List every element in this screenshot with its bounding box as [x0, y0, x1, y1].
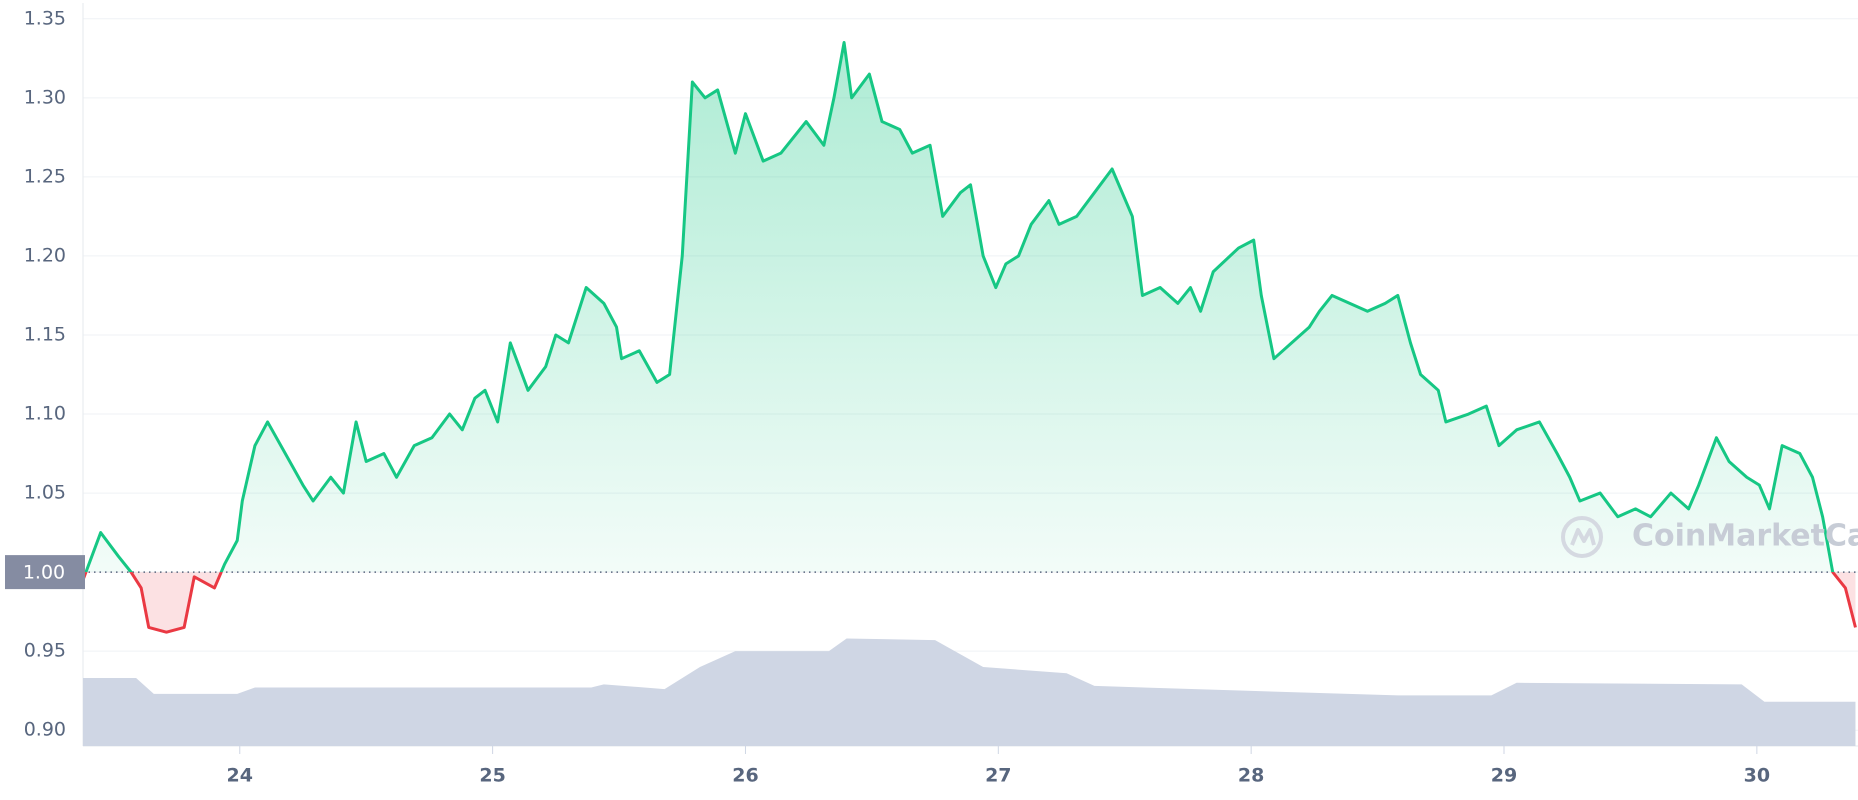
- baseline-label: 1.00: [23, 562, 65, 584]
- watermark: CoinMarketCap: [1632, 519, 1858, 554]
- y-tick-label: 0.95: [24, 640, 66, 662]
- y-tick-label: 1.30: [24, 86, 66, 108]
- baseline-label-box: [5, 555, 85, 590]
- price-line-up: [84, 41, 1835, 573]
- y-tick-label: 1.20: [24, 244, 66, 266]
- x-tick-label: 26: [732, 765, 758, 787]
- y-tick-label: 1.25: [24, 165, 66, 187]
- x-tick-label: 29: [1491, 765, 1517, 787]
- watermark-icon: [1570, 528, 1596, 546]
- y-tick-label: 1.15: [24, 323, 66, 345]
- x-tick-label: 24: [227, 765, 253, 787]
- price-area-up: [83, 42, 1856, 573]
- y-tick-label: 1.05: [24, 482, 66, 504]
- x-tick-label: 28: [1238, 765, 1264, 787]
- volume-area: [83, 638, 1856, 746]
- x-tick-label: 25: [479, 765, 505, 787]
- watermark-icon: [1561, 516, 1603, 558]
- y-tick-label: 0.90: [24, 719, 66, 741]
- x-tick-label: 27: [985, 765, 1011, 787]
- y-tick-label: 1.10: [24, 403, 66, 425]
- y-tick-label: 1.35: [24, 7, 66, 29]
- x-tick-label: 30: [1744, 765, 1770, 787]
